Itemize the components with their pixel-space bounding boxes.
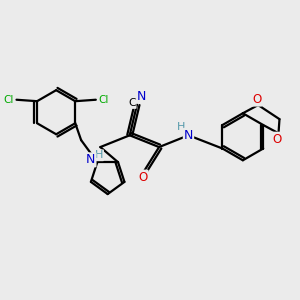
Text: Cl: Cl [3,95,13,105]
Text: Cl: Cl [99,95,109,105]
Text: N: N [184,129,193,142]
Text: O: O [252,93,261,106]
Text: H: H [95,150,103,160]
Text: O: O [138,170,148,184]
Text: H: H [177,122,185,132]
Text: C: C [128,98,136,108]
Text: N: N [137,90,146,103]
Text: N: N [86,153,95,166]
Text: O: O [272,133,282,146]
